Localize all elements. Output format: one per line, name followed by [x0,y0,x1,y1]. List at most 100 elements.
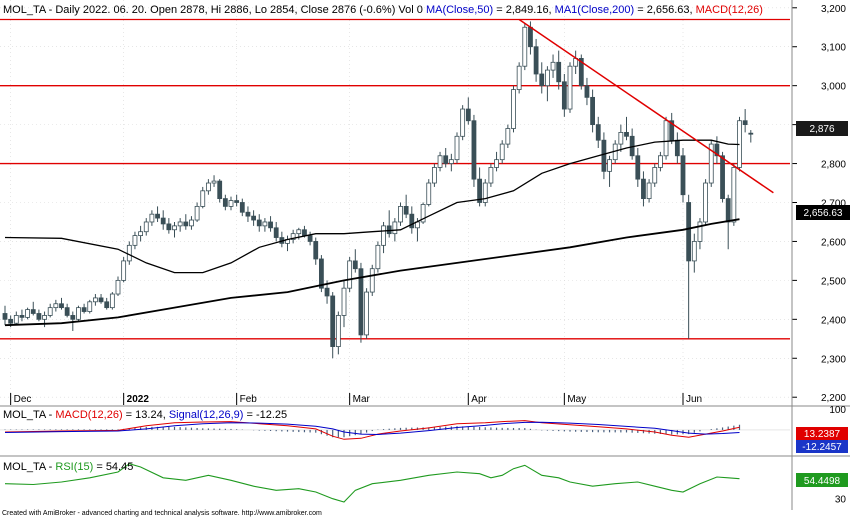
candle-body [121,260,127,281]
candle-body [290,233,296,240]
price-tick-label: 3,100 [821,43,846,54]
candle-body [658,155,663,168]
candle-body [708,143,714,184]
candle-body [341,287,347,316]
signal-tag-text: -12.2457 [802,442,842,453]
candle-body [222,198,228,207]
candle-body [392,221,398,235]
downtrend-line [518,18,774,194]
candle-body [748,132,754,135]
candle-body [318,258,324,289]
signal-tag-bg [796,440,848,453]
candle-body [742,120,748,126]
candle-body [646,182,652,200]
candle-body [126,244,132,262]
candle-body [652,167,658,184]
date-tick-label: Jun [686,394,702,405]
candle-body [437,155,443,168]
macd-pane-title: MOL_TA - MACD(12,26) = 13.24, Signal(12,… [3,409,287,421]
candle-body [460,108,466,137]
candle-body [30,309,36,314]
date-tick-label: Apr [471,394,487,405]
date-tick-label: Mar [353,394,371,405]
price-tick-label: 2,500 [821,276,846,287]
candle-body [686,202,692,262]
candle-body [465,108,471,122]
signal-line [4,421,740,436]
candle-body [296,229,302,235]
rsi-tick-label: 30 [835,495,847,506]
candle-body [200,190,206,207]
candle-body [239,202,245,213]
price-tick-label: 2,600 [821,237,846,248]
date-tick-label: 2022 [127,394,150,405]
price-tick-label: 3,000 [821,82,846,93]
candle-body [335,315,341,347]
candle-body [358,268,364,336]
candle-body [511,89,516,129]
candle-body [505,128,511,145]
candle-body [81,307,87,312]
candle-body [228,200,234,207]
candle-body [160,217,166,225]
candle-body [488,167,494,184]
candle-body [403,205,409,215]
macd-tag-bg [796,427,848,440]
candle-body [595,124,601,141]
candle-body [731,167,737,223]
candle-body [352,260,358,270]
candle-body [143,221,149,233]
candle-body [578,58,584,87]
candle-body [251,215,257,221]
candle-body [211,180,217,184]
candle-body [448,159,454,164]
candle-body [64,307,70,316]
candle-body [426,182,432,205]
candle-body [381,225,386,246]
candle-body [149,213,155,223]
candle-body [471,120,477,180]
candle-body [624,132,629,137]
candle-body [268,221,273,229]
candle-body [25,309,31,318]
candle-body [262,221,268,227]
price-pane-title: MOL_TA - Daily 2022. 06. 20. Open 2878, … [3,4,763,16]
candle-body [550,61,556,71]
date-x-axis: Dec 2022 Feb Mar Apr May Jun [10,393,702,405]
candle-body [364,291,370,336]
candle-body [217,180,223,200]
candle-body [533,46,539,75]
date-tick-label: Dec [14,394,32,405]
candle-body [53,303,59,309]
candle-body [409,213,415,229]
candle-body [59,303,64,309]
candle-body [42,315,47,320]
candle-body [398,205,403,223]
candle-body [76,307,81,320]
candle-body [720,155,725,200]
candle-body [561,81,567,110]
candle-body [183,221,189,227]
candle-body [324,287,330,297]
candle-body [663,120,669,157]
candle-body [245,211,251,217]
candle-body [2,313,8,320]
candle-body [420,204,426,223]
candle-body [234,200,240,203]
candle-body [635,155,641,180]
macd-pane: 100 13.2387 -12.2457 MOL_TA - MACD(12,26… [0,405,848,453]
candle-body [172,225,177,231]
candle-body [8,318,14,324]
candle-body [618,132,624,145]
candle-body [703,182,708,223]
price-pane: 2,2002,3002,4002,5002,6002,7002,8002,900… [0,0,850,405]
candle-body [697,221,703,242]
price-tick-label: 2,400 [821,315,846,326]
candle-body [273,227,279,238]
candle-body [691,241,697,262]
candle-body [680,155,686,196]
candle-body [482,182,488,203]
date-tick-label: May [567,394,586,405]
candle-body [494,159,499,168]
